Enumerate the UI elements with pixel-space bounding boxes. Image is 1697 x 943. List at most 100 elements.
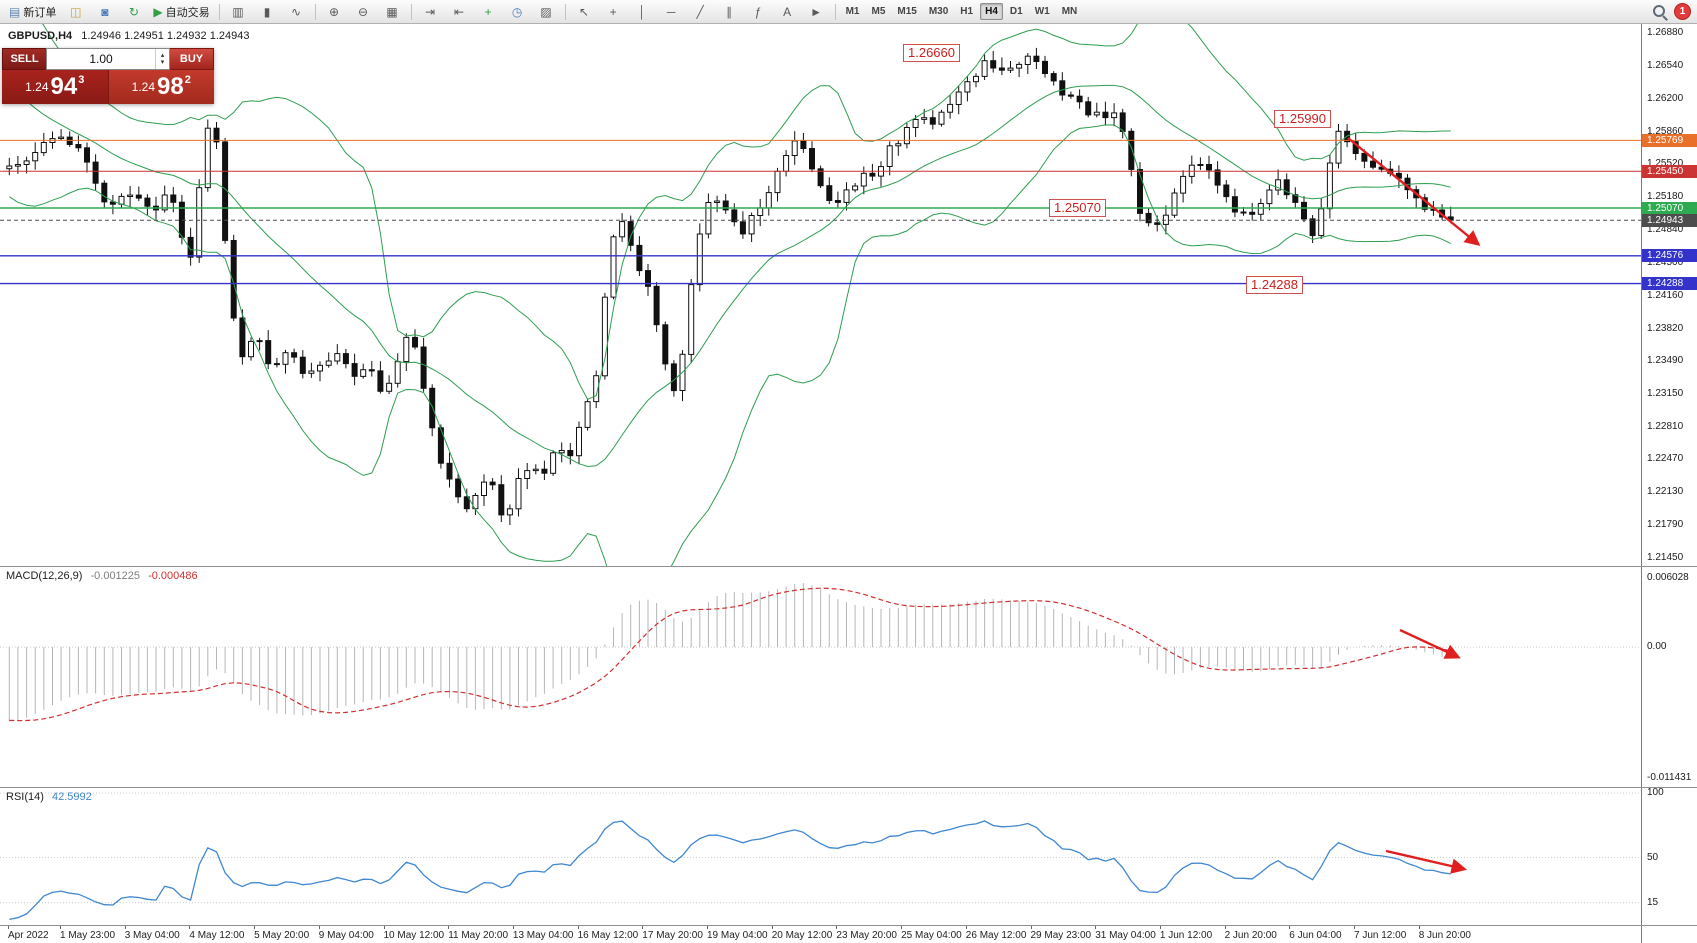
candlestick-chart-button[interactable]: ▮ xyxy=(254,1,281,22)
chart-shift-button[interactable]: ⇤ xyxy=(446,1,473,22)
time-label: 11 May 20:00 xyxy=(448,930,509,941)
text-button[interactable]: A xyxy=(774,1,801,22)
rsi-panel-splitter[interactable] xyxy=(0,787,1697,788)
time-label: 10 May 12:00 xyxy=(383,930,445,941)
sell-price[interactable]: 1.24 94 3 xyxy=(2,70,108,104)
charts-grid-button[interactable]: ◫ xyxy=(62,1,89,22)
charts-grid-icon: ◫ xyxy=(70,4,82,19)
time-label: 23 May 20:00 xyxy=(836,930,897,941)
crosshair-button[interactable]: + xyxy=(600,1,627,22)
search-icon[interactable] xyxy=(1651,3,1668,21)
auto-scroll-icon: ⇥ xyxy=(425,4,436,19)
price-callout-low[interactable]: 1.24288 xyxy=(1246,276,1303,294)
line-chart-button[interactable]: ∿ xyxy=(283,1,310,22)
time-tick xyxy=(1095,926,1097,929)
price-tick: 1.26200 xyxy=(1647,92,1684,104)
bar-chart-button[interactable]: ▥ xyxy=(225,1,252,22)
toolbar-separator xyxy=(218,3,220,20)
price-tick: 1.22470 xyxy=(1647,453,1684,465)
timeframe-m1-button[interactable]: M1 xyxy=(845,6,860,17)
time-tick xyxy=(254,926,256,929)
toolbar-button-groups: ▤ 新订单 ◫ ◙ ↻ ▶ 自动交易 ▥ ▮ ∿ ⊕ ⊖ ▦ ⇥ ⇤ + ◷ ▨ ↖ + │ ─ ╱ ∥ ƒ A ► M1 M5 M15 M… xyxy=(4,1,1083,22)
buy-button[interactable]: BUY xyxy=(170,48,214,70)
timeframe-m15-button[interactable]: M15 xyxy=(897,6,917,17)
rsi-tick: 15 xyxy=(1647,896,1659,908)
macd-indicator-canvas[interactable] xyxy=(0,566,1641,787)
macd-panel-splitter[interactable] xyxy=(0,566,1697,567)
refresh-button[interactable]: ↻ xyxy=(120,1,147,22)
macd-tick: 0.00 xyxy=(1647,641,1667,653)
timeframe-w1-button[interactable]: W1 xyxy=(1034,6,1050,17)
search-lens-icon xyxy=(1653,5,1665,17)
periods-button[interactable]: ◷ xyxy=(504,1,531,22)
volume-field: ▴ ▾ xyxy=(46,48,170,70)
autotrading-button[interactable]: ▶ 自动交易 xyxy=(149,1,213,22)
buy-price[interactable]: 1.24 98 2 xyxy=(107,70,214,104)
main-chart-canvas[interactable] xyxy=(0,24,1641,566)
volume-input[interactable] xyxy=(47,49,155,69)
price-axis[interactable]: 1.26880 1.26540 1.26200 1.25860 1.25520 1.251… xyxy=(1641,24,1697,943)
price-tick: 1.26880 xyxy=(1647,27,1684,38)
horizontal-line-button[interactable]: ─ xyxy=(658,1,685,22)
zoom-out-button[interactable]: ⊖ xyxy=(350,1,377,22)
time-tick xyxy=(8,926,9,929)
price-callout-swing[interactable]: 1.25990 xyxy=(1274,110,1331,128)
sell-button[interactable]: SELL xyxy=(2,48,46,70)
time-tick xyxy=(1224,926,1226,929)
timeframe-h1-button[interactable]: H1 xyxy=(960,6,974,17)
trendline-button[interactable]: ╱ xyxy=(687,1,714,22)
tile-windows-button[interactable]: ▦ xyxy=(379,1,406,22)
volume-down-icon[interactable]: ▾ xyxy=(160,59,165,66)
sell-price-prefix: 1.24 xyxy=(25,80,49,94)
time-tick xyxy=(383,926,385,929)
text-icon: A xyxy=(783,4,792,19)
rsi-value: 42.5992 xyxy=(51,791,92,803)
fibonacci-button[interactable]: ƒ xyxy=(745,1,772,22)
time-label: 6 Jun 04:00 xyxy=(1289,930,1342,941)
price-tick: 1.26540 xyxy=(1647,59,1684,71)
time-label: 7 Jun 12:00 xyxy=(1354,930,1407,941)
price-callout-high[interactable]: 1.26660 xyxy=(903,44,960,62)
timeframe-mn-button[interactable]: MN xyxy=(1061,6,1078,17)
autotrading-icon: ▶ xyxy=(153,4,163,19)
time-label: 31 May 04:00 xyxy=(1095,930,1156,941)
notification-badge[interactable]: 1 xyxy=(1674,3,1691,20)
bar-chart-icon: ▥ xyxy=(232,4,244,19)
toolbar-separator xyxy=(564,3,566,20)
timeframe-h4-button[interactable]: H4 xyxy=(980,3,1003,20)
zoom-in-button[interactable]: ⊕ xyxy=(321,1,348,22)
time-axis[interactable]: Apr 2022 1 May 23:00 3 May 04:00 4 May 12:0… xyxy=(0,926,1641,943)
time-label: 8 Jun 20:00 xyxy=(1418,930,1471,941)
price-tick: 1.22810 xyxy=(1647,420,1684,432)
time-label: 26 May 12:00 xyxy=(965,930,1027,941)
time-label: 20 May 12:00 xyxy=(771,930,833,941)
tile-windows-icon: ▦ xyxy=(386,4,398,19)
timeframe-m5-button[interactable]: M5 xyxy=(871,6,886,17)
timeframe-m30-button[interactable]: M30 xyxy=(928,6,949,17)
market-watch-button[interactable]: ◙ xyxy=(91,1,118,22)
price-tick: 1.23490 xyxy=(1647,354,1684,366)
templates-button[interactable]: ▨ xyxy=(533,1,560,22)
indicators-button[interactable]: + xyxy=(475,1,502,22)
time-tick xyxy=(1159,926,1161,929)
rsi-tick: 100 xyxy=(1647,787,1664,798)
timeframe-d1-button[interactable]: D1 xyxy=(1009,6,1023,17)
trend-arrow[interactable] xyxy=(1385,849,1468,874)
time-tick xyxy=(189,926,191,929)
trade-panel-controls: SELL ▴ ▾ BUY xyxy=(2,48,214,70)
vertical-line-button[interactable]: │ xyxy=(629,1,656,22)
new-order-button[interactable]: ▤ 新订单 xyxy=(5,1,60,22)
price-callout-mid[interactable]: 1.25070 xyxy=(1049,199,1106,217)
time-label: 2 Jun 20:00 xyxy=(1224,930,1277,941)
rsi-name-label: RSI(14) xyxy=(6,791,44,803)
trend-arrow[interactable] xyxy=(1399,628,1461,659)
rsi-indicator-canvas[interactable] xyxy=(0,787,1641,926)
volume-up-icon[interactable]: ▴ xyxy=(160,52,165,59)
arrow-tools-button[interactable]: ► xyxy=(803,1,830,22)
cursor-button[interactable]: ↖ xyxy=(571,1,598,22)
channel-button[interactable]: ∥ xyxy=(716,1,743,22)
time-tick xyxy=(771,926,773,929)
trend-arrow[interactable] xyxy=(1347,137,1481,246)
auto-scroll-button[interactable]: ⇥ xyxy=(417,1,444,22)
price-tick: 1.24160 xyxy=(1647,289,1684,301)
